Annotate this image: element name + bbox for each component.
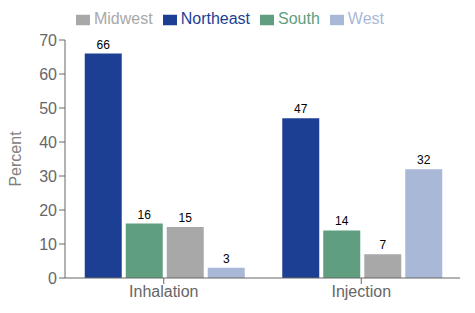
svg-text:3: 3 xyxy=(223,252,230,266)
svg-text:70: 70 xyxy=(39,32,57,49)
svg-text:0: 0 xyxy=(48,270,57,287)
svg-text:7: 7 xyxy=(379,238,386,252)
svg-text:20: 20 xyxy=(39,202,57,219)
svg-text:16: 16 xyxy=(138,208,152,222)
html-text:West: West xyxy=(347,10,384,27)
svg-text:30: 30 xyxy=(39,168,57,185)
svg-text:Inhalation: Inhalation xyxy=(129,283,198,300)
html-text:Midwest: Midwest xyxy=(94,10,153,27)
svg-text:32: 32 xyxy=(417,153,431,167)
svg-text:14: 14 xyxy=(335,214,349,228)
svg-text:15: 15 xyxy=(179,211,193,225)
svg-text:40: 40 xyxy=(39,134,57,151)
svg-text:47: 47 xyxy=(294,102,308,116)
svg-text:Percent: Percent xyxy=(8,131,24,187)
svg-text:50: 50 xyxy=(39,100,57,117)
html-text:South: South xyxy=(278,10,320,27)
svg-text:66: 66 xyxy=(97,38,111,52)
html-text:Northeast: Northeast xyxy=(180,10,250,27)
svg-text:Injection: Injection xyxy=(331,283,391,300)
svg-text:60: 60 xyxy=(39,66,57,83)
svg-text:10: 10 xyxy=(39,236,57,253)
